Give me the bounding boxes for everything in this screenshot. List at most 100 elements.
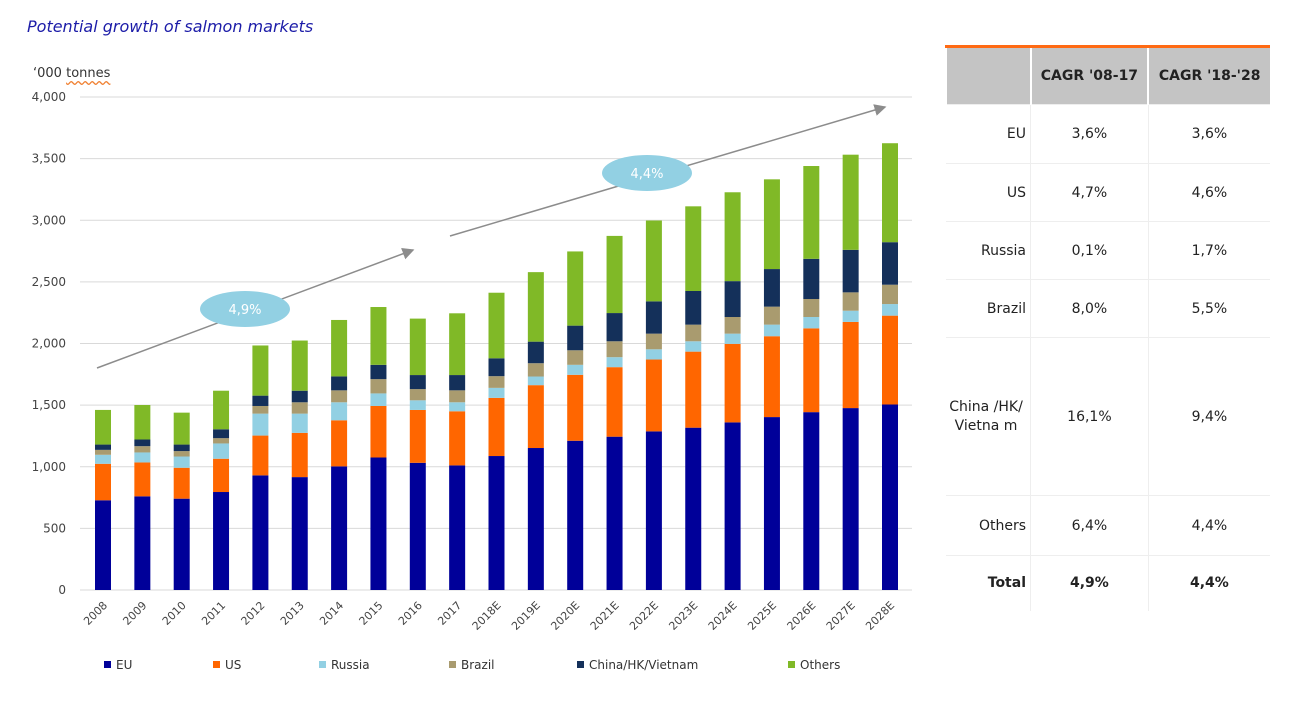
y-tick-label: 2,500: [32, 275, 66, 289]
bar-segment-brazil-2008: [95, 449, 111, 455]
legend-swatch: [213, 661, 220, 668]
bar-segment-others-2011: [213, 390, 230, 430]
bar-segment-russia-2008: [95, 454, 111, 464]
bar-segment-eu-2017: [449, 465, 466, 590]
legend-swatch: [788, 661, 795, 668]
bar-segment-eu-2023E: [685, 427, 702, 590]
bar-segment-china-hk-vietnam-2014: [331, 376, 348, 391]
bar-segment-us-2025E: [763, 336, 780, 418]
bar-segment-others-2026E: [803, 166, 820, 259]
legend-label: Brazil: [461, 658, 495, 672]
bar-segment-us-2027E: [842, 321, 859, 409]
bar-segment-eu-2025E: [763, 417, 780, 590]
bar-segment-us-2013: [291, 432, 308, 478]
bar-segment-russia-2024E: [724, 333, 741, 344]
bar-segment-us-2017: [449, 411, 466, 466]
bar-segment-us-2023E: [685, 351, 702, 428]
bar-segment-china-hk-vietnam-2021E: [606, 313, 623, 342]
bar-segment-russia-2017: [449, 402, 466, 412]
bar-segment-brazil-2023E: [685, 324, 702, 342]
bar-segment-eu-2026E: [803, 412, 820, 590]
bar-segment-brazil-2011: [213, 438, 230, 444]
bar-segment-china-hk-vietnam-2013: [291, 390, 308, 403]
x-tick-label: 2024E: [706, 599, 740, 633]
bar-segment-others-2016: [409, 318, 426, 376]
bar-segment-eu-2012: [252, 475, 269, 590]
bar-segment-brazil-2017: [449, 390, 466, 403]
x-tick-label: 2013: [278, 599, 307, 628]
cagr-value: 4,4%: [1147, 555, 1270, 611]
bar-segment-brazil-2013: [291, 402, 308, 414]
bar-segment-russia-2022E: [645, 349, 662, 360]
bar-segment-eu-2015: [370, 457, 387, 590]
bar-segment-eu-2028E: [882, 404, 898, 590]
bar-segment-others-2024E: [724, 192, 741, 282]
bar-segment-china-hk-vietnam-2008: [95, 444, 111, 450]
bar-segment-others-2013: [291, 340, 308, 391]
x-tick-label: 2028E: [863, 599, 897, 633]
x-tick-label: 2012: [239, 599, 268, 628]
row-label: China /HK/ Vietna m: [946, 337, 1031, 496]
bar-segment-russia-2012: [252, 413, 269, 436]
y-tick-label: 4,000: [32, 90, 66, 104]
bar-segment-eu-2018E: [488, 456, 505, 590]
bar-segment-others-2017: [449, 313, 466, 376]
table-row: EU 3,6% 3,6%: [946, 104, 1270, 164]
cagr-table: CAGR '08-17 CAGR '18-'28 EU 3,6% 3,6% US 4,7…: [945, 45, 1270, 611]
bar-segment-china-hk-vietnam-2016: [409, 375, 426, 390]
cagr-value: 16,1%: [1030, 337, 1149, 496]
bar-segment-brazil-2026E: [803, 299, 820, 318]
bar-segment-others-2025E: [763, 179, 780, 270]
bar-segment-us-2015: [370, 405, 387, 458]
bar-segment-russia-2009: [134, 452, 151, 463]
bar-segment-eu-2021E: [606, 436, 623, 590]
bar-segment-us-2012: [252, 435, 269, 476]
bar-segment-us-2026E: [803, 328, 820, 413]
x-tick-label: 2016: [396, 599, 425, 628]
bar-segment-russia-2026E: [803, 317, 820, 329]
bar-segment-eu-2022E: [645, 431, 662, 590]
bar-segment-china-hk-vietnam-2009: [134, 439, 151, 447]
bar-segment-us-2008: [95, 463, 111, 501]
bar-segment-brazil-2020E: [567, 350, 584, 365]
x-tick-label: 2022E: [627, 599, 661, 633]
legend-label: Others: [800, 658, 840, 672]
bar-segment-eu-2020E: [567, 440, 584, 590]
bar-segment-brazil-2010: [173, 451, 190, 457]
bar-segment-others-2010: [173, 412, 190, 445]
row-label: EU: [946, 104, 1031, 164]
y-tick-label: 3,000: [32, 213, 66, 227]
bar-segment-brazil-2014: [331, 390, 348, 403]
bar-segment-russia-2018E: [488, 387, 505, 398]
bar-segment-russia-2019E: [527, 376, 544, 386]
bar-segment-russia-2011: [213, 443, 230, 459]
bar-segment-brazil-2024E: [724, 317, 741, 334]
cagr-value: 9,4%: [1147, 337, 1270, 496]
bar-segment-others-2008: [95, 409, 111, 445]
cagr-value: 1,7%: [1147, 221, 1270, 280]
bar-segment-others-2009: [134, 405, 151, 440]
bar-segment-eu-2011: [213, 492, 230, 590]
cagr-bubble: [200, 291, 290, 327]
row-label: Brazil: [946, 279, 1031, 338]
bar-segment-us-2018E: [488, 397, 505, 457]
bar-segment-eu-2027E: [842, 408, 859, 590]
bar-segment-china-hk-vietnam-2028E: [882, 242, 898, 285]
bar-segment-brazil-2022E: [645, 333, 662, 350]
bar-segment-others-2018E: [488, 292, 505, 359]
bar-segment-china-hk-vietnam-2020E: [567, 325, 584, 351]
bar-segment-us-2028E: [882, 315, 898, 405]
table-header-cagr-18-28: CAGR '18-'28: [1147, 46, 1270, 105]
cagr-value: 4,6%: [1147, 163, 1270, 222]
bar-segment-russia-2013: [291, 413, 308, 433]
bar-segment-china-hk-vietnam-2011: [213, 429, 230, 439]
bar-segment-us-2019E: [527, 385, 544, 449]
x-tick-label: 2021E: [588, 599, 622, 633]
bar-segment-others-2015: [370, 307, 387, 365]
table-row: Others 6,4% 4,4%: [946, 495, 1270, 556]
cagr-value: 4,4%: [1147, 495, 1270, 556]
bar-segment-china-hk-vietnam-2017: [449, 375, 466, 391]
unit-word: tonnes: [66, 66, 111, 81]
bar-segment-china-hk-vietnam-2027E: [842, 249, 859, 293]
legend-label: Russia: [331, 658, 370, 672]
